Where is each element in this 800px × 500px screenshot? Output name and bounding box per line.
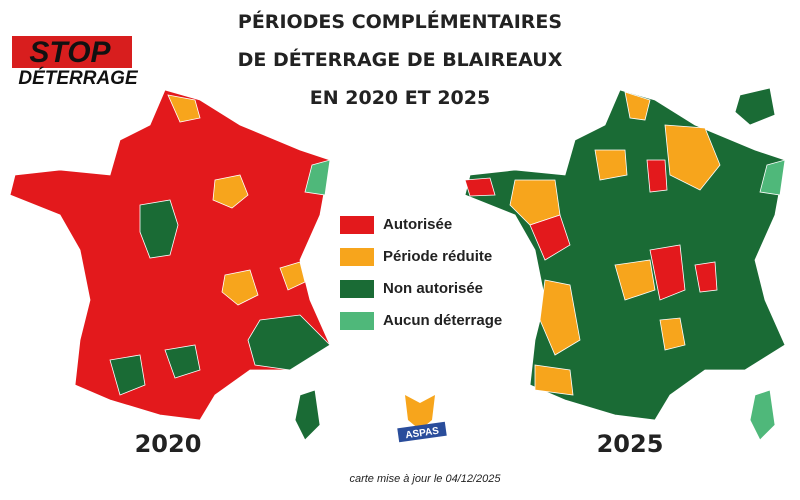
legend-swatch [340,312,374,330]
partner-name: ASPAS [405,426,440,442]
legend-label: Aucun déterrage [383,312,502,329]
region [167,94,201,123]
region [539,279,581,356]
legend-swatch [340,216,374,234]
partner-bg [397,421,447,443]
region [464,89,786,421]
logo: STOP DÉTERRAGE [12,36,139,89]
region [139,199,179,259]
region [164,344,201,379]
region [734,87,776,126]
title: EN 2020 ET 2025 [310,87,490,109]
region [614,259,656,301]
region [649,244,686,301]
region [247,314,331,371]
map-year: 2025 [597,430,664,458]
region [212,174,249,209]
legend-swatch [340,248,374,266]
legend-label: Période réduite [383,248,492,265]
region [694,261,718,293]
legend-label: Autorisée [383,216,452,233]
region [221,269,259,306]
partner-logo: ASPAS [397,395,447,443]
legend: Autorisée Période réduite Non autorisée Auc… [340,216,502,330]
region [304,159,331,196]
region [664,124,721,191]
region [279,261,306,291]
region [529,214,571,261]
region [109,354,146,396]
map-2020 [9,89,331,441]
footer: carte mise à jour le 04/12/2025 [349,473,501,485]
fox-icon [405,395,435,430]
logo-text: STOP [29,36,111,69]
logo-text: DÉTERRAGE [18,67,139,89]
legend-swatch [340,280,374,298]
region [749,389,776,441]
title: PÉRIODES COMPLÉMENTAIRES [238,10,562,33]
region [624,91,651,121]
region [659,317,686,351]
region [759,159,786,196]
region [534,364,574,396]
legend-label: Non autorisée [383,280,483,297]
region [646,159,668,193]
map-2025 [464,87,786,441]
title: DE DÉTERRAGE DE BLAIREAUX [238,48,563,71]
region [594,149,628,181]
map-year: 2020 [135,430,202,458]
region [464,177,496,197]
region [294,389,321,441]
logo-bg [12,36,132,68]
